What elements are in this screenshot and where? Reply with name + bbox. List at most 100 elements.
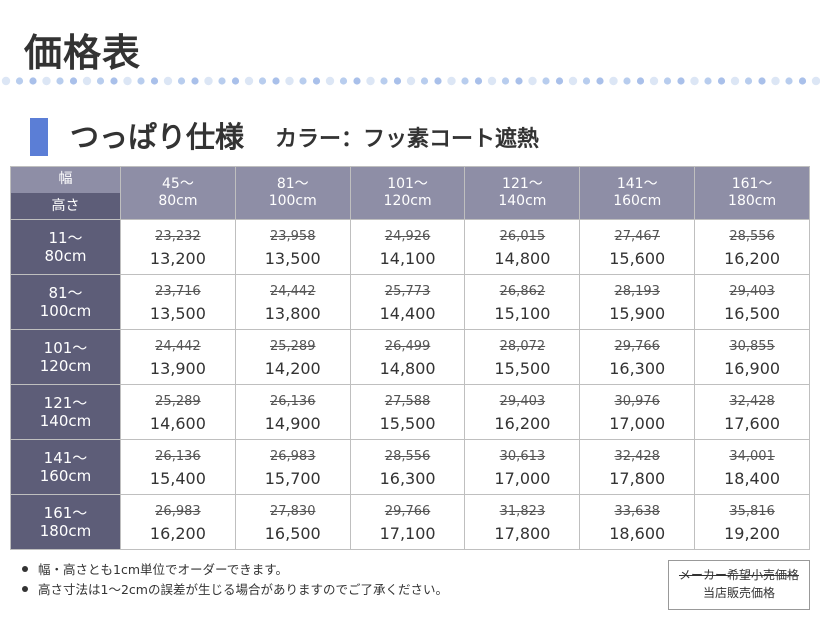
divider-dot (231, 77, 240, 85)
price-cell: 26,136 15,400 (120, 439, 236, 495)
sale-price: 17,800 (609, 469, 666, 488)
notes-list: 幅・高さとも1cm単位でオーダーできます。 高さ寸法は1～2cmの誤差が生じる場… (20, 560, 448, 600)
legend-maker-price: メーカー希望小売価格 (678, 568, 799, 582)
height-range-header: 11～ 80cm (10, 219, 121, 275)
original-price: 26,136 (155, 449, 201, 464)
price-cell: 29,766 16,300 (579, 329, 696, 385)
divider-dot (663, 77, 672, 85)
price-cell: 34,001 18,400 (694, 439, 810, 495)
original-price: 29,403 (499, 394, 546, 409)
divider-dot (744, 77, 753, 85)
original-price: 28,193 (614, 284, 660, 299)
price-cell: 23,716 13,500 (120, 274, 236, 330)
width-range-from: 45～ (162, 176, 194, 192)
divider-dot (56, 77, 64, 85)
price-cell: 26,015 14,800 (464, 219, 581, 275)
bullet-icon (22, 586, 28, 592)
sale-price: 17,000 (494, 469, 551, 488)
sale-price: 15,900 (609, 304, 666, 323)
width-range-to: 120cm (383, 193, 432, 209)
height-range-header: 101～ 120cm (10, 329, 121, 385)
divider-dot (528, 76, 537, 86)
divider-dot (69, 77, 78, 85)
divider-dot (312, 77, 321, 85)
original-price: 28,072 (499, 339, 546, 354)
table-row: 81～ 100cm 23,716 13,500 24,442 13,800 25,773 14… (10, 274, 810, 330)
divider-dot (1, 76, 11, 86)
price-cell: 25,289 14,600 (120, 384, 236, 440)
original-price: 29,766 (384, 504, 431, 519)
width-range-to: 140cm (498, 193, 547, 209)
original-price: 26,983 (269, 449, 316, 464)
section-accent-bar (30, 118, 48, 156)
divider-dot (609, 76, 618, 86)
sale-price: 13,800 (264, 304, 321, 323)
divider-dot (487, 76, 497, 86)
divider-dot (137, 77, 145, 85)
divider-dot (811, 76, 820, 86)
original-price: 26,983 (155, 504, 201, 519)
divider-dot (542, 77, 550, 85)
divider-dot (515, 77, 523, 85)
original-price: 32,428 (729, 394, 775, 409)
divider-dot (649, 76, 659, 86)
original-price: 25,773 (384, 284, 431, 299)
divider-dot (555, 77, 564, 85)
sale-price: 13,500 (149, 304, 206, 323)
sale-price: 16,300 (379, 469, 436, 488)
height-range-from: 121～ (43, 394, 88, 412)
original-price: 29,403 (729, 284, 775, 299)
original-price: 31,823 (499, 504, 546, 519)
divider-dot (461, 77, 469, 85)
width-range-header: 161～ 180cm (694, 166, 810, 220)
sale-price: 16,500 (264, 524, 321, 543)
price-cell: 28,072 15,500 (464, 329, 581, 385)
divider-dot (163, 76, 173, 86)
height-range-to: 160cm (39, 467, 92, 485)
section-subtitle: カラー：フッ素コート遮熱 (275, 127, 540, 152)
width-range-header: 121～ 140cm (464, 166, 581, 220)
divider-dot (96, 77, 105, 85)
sale-price: 16,200 (494, 414, 551, 433)
price-cell: 26,136 14,900 (234, 384, 351, 440)
width-range-header: 45～ 80cm (120, 166, 236, 220)
price-cell: 23,232 13,200 (120, 219, 236, 275)
sale-price: 15,700 (264, 469, 321, 488)
divider-dot (244, 76, 254, 86)
table-row: 141～ 160cm 26,136 15,400 26,983 15,700 28,556 1… (10, 439, 810, 495)
original-price: 28,556 (729, 229, 775, 244)
divider-dot (191, 77, 199, 85)
sale-price: 15,100 (494, 304, 551, 323)
divider-dot (366, 76, 375, 86)
sale-price: 16,200 (724, 249, 781, 268)
height-range-header: 161～ 180cm (10, 494, 121, 550)
price-cell: 25,289 14,200 (234, 329, 351, 385)
original-price: 23,232 (155, 229, 201, 244)
table-row: 11～ 80cm 23,232 13,200 23,958 13,500 24,926 14,… (10, 219, 810, 275)
original-price: 25,289 (155, 394, 201, 409)
height-range-header: 81～ 100cm (10, 274, 121, 330)
original-price: 26,862 (499, 284, 546, 299)
price-cell: 28,556 16,200 (694, 219, 810, 275)
legend-store-price: 当店販売価格 (702, 586, 775, 600)
original-price: 30,613 (499, 449, 546, 464)
divider-dot (299, 77, 307, 85)
height-range-from: 81～ (48, 284, 83, 302)
width-range-from: 101～ (387, 176, 428, 192)
original-price: 29,766 (614, 339, 660, 354)
divider-dot (785, 77, 793, 85)
divider-dot (150, 77, 159, 85)
table-row: 121～ 140cm 25,289 14,600 26,136 14,900 27,588 1… (10, 384, 810, 440)
divider-dot (218, 77, 226, 85)
sale-price: 17,600 (724, 414, 781, 433)
price-legend: メーカー希望小売価格 当店販売価格 (668, 560, 810, 610)
price-cell: 30,976 17,000 (579, 384, 696, 440)
sale-price: 13,200 (149, 249, 206, 268)
price-cell: 29,403 16,500 (694, 274, 810, 330)
height-range-header: 121～ 140cm (10, 384, 121, 440)
divider-dot (339, 77, 348, 85)
original-price: 30,976 (614, 394, 660, 409)
sale-price: 14,600 (149, 414, 206, 433)
sale-price: 18,400 (724, 469, 781, 488)
divider-dot (771, 76, 780, 86)
